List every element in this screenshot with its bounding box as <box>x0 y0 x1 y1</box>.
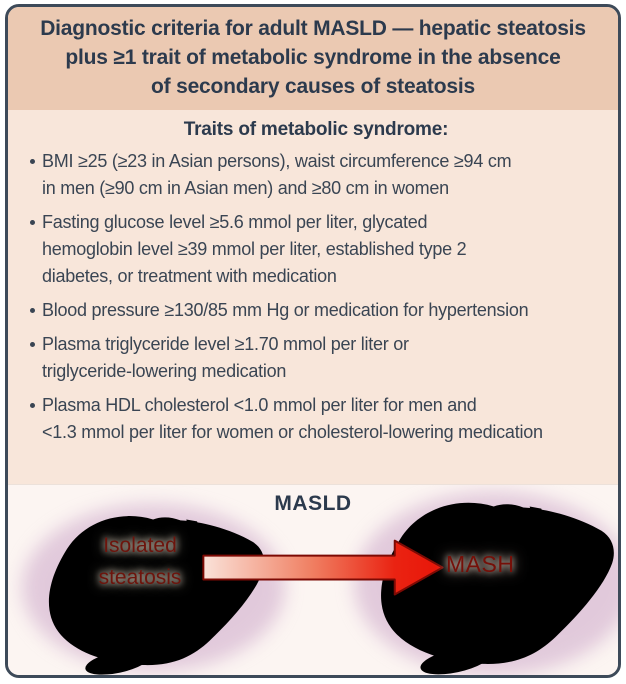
condition-label: MASLD <box>274 492 352 515</box>
list-item: Plasma HDL cholesterol <1.0 mmol per lit… <box>28 392 604 446</box>
list-item: Blood pressure ≥130/85 mm Hg or medicati… <box>28 297 604 324</box>
figure-card: Diagnostic criteria for adult MASLD — he… <box>5 4 621 678</box>
figure-title: Diagnostic criteria for adult MASLD — he… <box>40 17 586 98</box>
list-item: Fasting glucose level ≥5.6 mmol per lite… <box>28 209 604 290</box>
list-item: Plasma triglyceride level ≥1.70 mmol per… <box>28 331 604 385</box>
bullet-icon <box>30 220 35 225</box>
liver-illustration-panel: .tan .liver-body { fill: url(#tanGrad); … <box>8 484 618 675</box>
bullet-icon <box>30 342 35 347</box>
liver-progression-illustration <box>21 491 618 675</box>
bullet-icon <box>30 159 35 164</box>
criterion-bmi-waist: BMI ≥25 (≥23 in Asian persons), waist ci… <box>42 151 512 198</box>
list-item: BMI ≥25 (≥23 in Asian persons), waist ci… <box>28 148 604 202</box>
criterion-blood-pressure: Blood pressure ≥130/85 mm Hg or medicati… <box>42 300 529 320</box>
criteria-section: Traits of metabolic syndrome: BMI ≥25 (≥… <box>8 110 618 484</box>
criterion-hdl: Plasma HDL cholesterol <1.0 mmol per lit… <box>42 395 543 442</box>
criteria-heading: Traits of metabolic syndrome: <box>183 119 449 140</box>
bullet-icon <box>30 403 35 408</box>
mash-label: MASH <box>446 551 515 577</box>
criterion-glucose: Fasting glucose level ≥5.6 mmol per lite… <box>42 212 467 286</box>
bullet-icon <box>30 308 35 313</box>
isolated-steatosis-label: Isolated steatosis <box>98 534 182 589</box>
criterion-triglyceride: Plasma triglyceride level ≥1.70 mmol per… <box>42 334 409 381</box>
progression-arrow <box>202 539 444 596</box>
figure-header: Diagnostic criteria for adult MASLD — he… <box>8 7 618 110</box>
